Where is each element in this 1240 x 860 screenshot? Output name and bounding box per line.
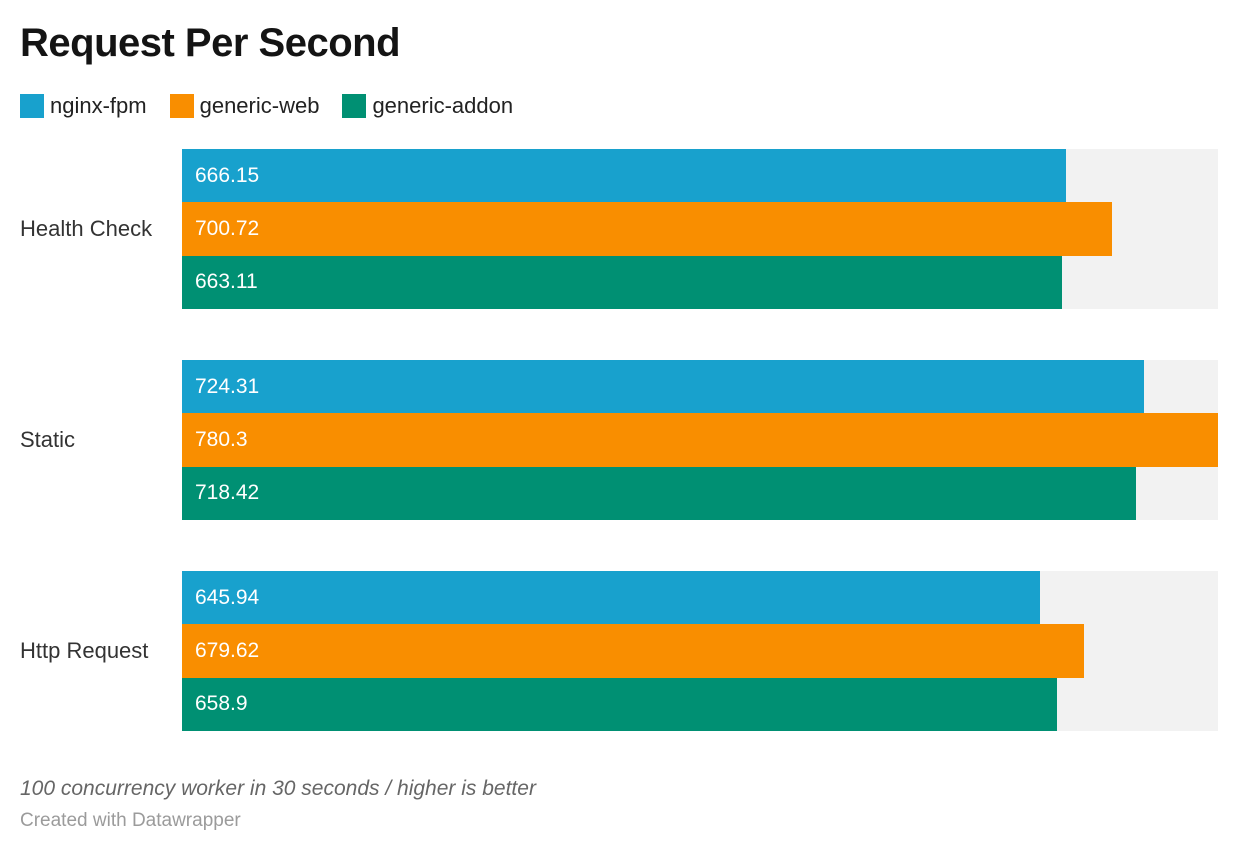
bar-generic-addon: 718.42 — [182, 466, 1136, 520]
bar-generic-web: 780.3 — [182, 413, 1218, 467]
legend-swatch-icon — [20, 94, 44, 118]
bar-track: 666.15 — [182, 149, 1218, 203]
value-label: 658.9 — [195, 692, 248, 716]
value-label: 780.3 — [195, 427, 248, 451]
bar-track: 700.72 — [182, 202, 1218, 256]
value-label: 663.11 — [195, 270, 258, 294]
bar-track: 679.62 — [182, 624, 1218, 678]
value-label: 724.31 — [195, 374, 260, 398]
bar-chart: Health Check 666.15 700.72 663.11 Static 724.… — [20, 149, 1218, 731]
legend-item: generic-web — [169, 93, 320, 119]
legend-item: generic-addon — [342, 93, 513, 119]
legend: nginx-fpm generic-web generic-addon — [20, 93, 1218, 119]
legend-swatch-icon — [169, 94, 194, 118]
legend-swatch-icon — [342, 94, 367, 118]
bar-group-bars: 724.31 780.3 718.42 — [182, 359, 1218, 520]
bar-track: 663.11 — [182, 255, 1218, 309]
legend-item: nginx-fpm — [20, 93, 147, 119]
attribution: Created with Datawrapper — [20, 809, 241, 831]
legend-label: generic-addon — [372, 93, 514, 118]
bar-group-bars: 645.94 679.62 658.9 — [182, 570, 1218, 731]
bar-generic-web: 679.62 — [182, 624, 1085, 678]
value-label: 645.94 — [195, 585, 260, 609]
bar-track: 780.3 — [182, 413, 1218, 467]
legend-label: nginx-fpm — [50, 93, 147, 118]
chart-note: 100 concurrency worker in 30 seconds / h… — [20, 776, 536, 800]
chart-title: Request Per Second — [20, 21, 401, 65]
bar-track: 658.9 — [182, 677, 1218, 731]
bar-nginx-fpm: 645.94 — [182, 570, 1040, 625]
bar-generic-addon: 658.9 — [182, 677, 1057, 731]
bar-track: 718.42 — [182, 466, 1218, 520]
value-label: 679.62 — [195, 638, 260, 662]
bar-group: Static 724.31 780.3 718.42 — [20, 359, 1218, 520]
bar-nginx-fpm: 666.15 — [182, 149, 1067, 203]
bar-track: 645.94 — [182, 570, 1218, 625]
value-label: 700.72 — [195, 216, 260, 240]
category-label: Health Check — [20, 215, 153, 241]
bar-track: 724.31 — [182, 359, 1218, 414]
bar-group-bars: 666.15 700.72 663.11 — [182, 149, 1218, 309]
category-label: Http Request — [20, 637, 149, 663]
bar-generic-addon: 663.11 — [182, 255, 1063, 309]
value-label: 666.15 — [195, 163, 260, 187]
bar-generic-web: 700.72 — [182, 202, 1113, 256]
bar-group: Health Check 666.15 700.72 663.11 — [20, 149, 1218, 309]
bar-nginx-fpm: 724.31 — [182, 359, 1144, 414]
legend-label: generic-web — [199, 93, 320, 118]
bar-group: Http Request 645.94 679.62 658.9 — [20, 570, 1218, 731]
category-label: Static — [20, 426, 76, 452]
value-label: 718.42 — [195, 481, 260, 505]
